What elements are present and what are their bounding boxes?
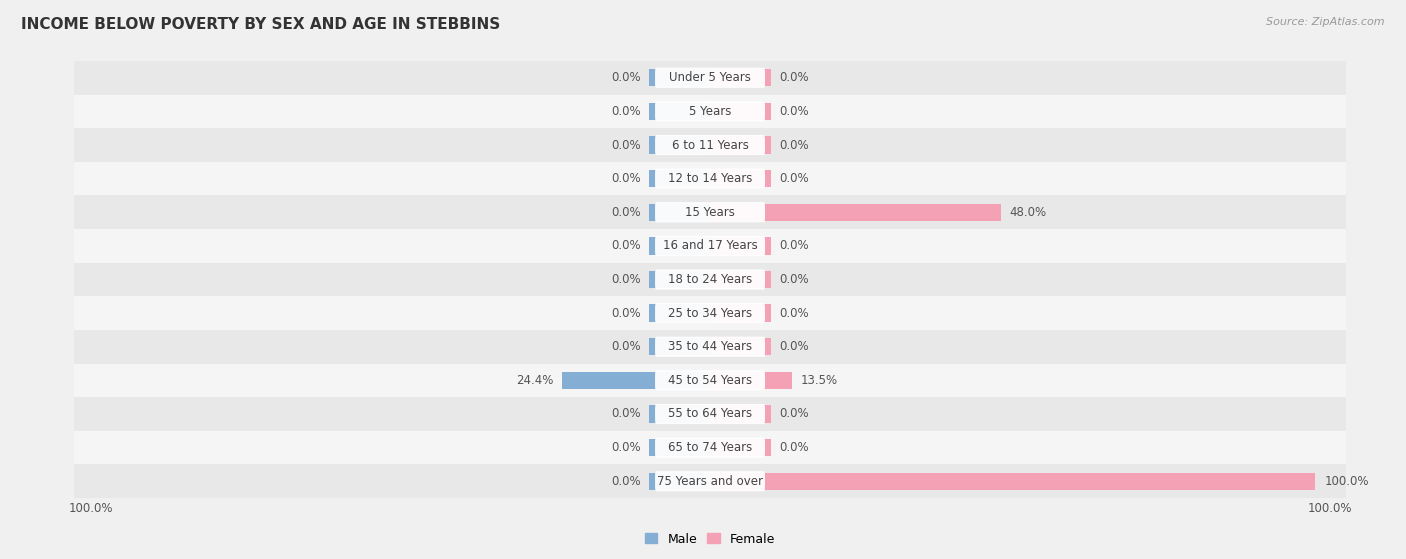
- Bar: [710, 203, 1001, 221]
- FancyBboxPatch shape: [655, 269, 765, 290]
- Bar: [650, 170, 710, 187]
- FancyBboxPatch shape: [75, 94, 1346, 128]
- Text: 15 Years: 15 Years: [685, 206, 735, 219]
- FancyBboxPatch shape: [75, 363, 1346, 397]
- Bar: [650, 338, 710, 356]
- Text: 0.0%: 0.0%: [780, 441, 810, 454]
- Text: 0.0%: 0.0%: [610, 71, 640, 84]
- Text: 55 to 64 Years: 55 to 64 Years: [668, 408, 752, 420]
- FancyBboxPatch shape: [655, 438, 765, 458]
- Text: 0.0%: 0.0%: [780, 105, 810, 118]
- Bar: [650, 237, 710, 254]
- Text: 0.0%: 0.0%: [610, 206, 640, 219]
- Text: 25 to 34 Years: 25 to 34 Years: [668, 307, 752, 320]
- Bar: [650, 271, 710, 288]
- FancyBboxPatch shape: [655, 101, 765, 121]
- Text: 75 Years and over: 75 Years and over: [657, 475, 763, 488]
- Bar: [710, 372, 792, 389]
- Text: 0.0%: 0.0%: [610, 340, 640, 353]
- Text: 18 to 24 Years: 18 to 24 Years: [668, 273, 752, 286]
- FancyBboxPatch shape: [655, 303, 765, 323]
- Text: 35 to 44 Years: 35 to 44 Years: [668, 340, 752, 353]
- FancyBboxPatch shape: [655, 135, 765, 155]
- Bar: [710, 136, 770, 154]
- FancyBboxPatch shape: [75, 128, 1346, 162]
- FancyBboxPatch shape: [75, 229, 1346, 263]
- Bar: [710, 405, 770, 423]
- FancyBboxPatch shape: [655, 337, 765, 357]
- Text: 0.0%: 0.0%: [780, 71, 810, 84]
- Text: 5 Years: 5 Years: [689, 105, 731, 118]
- Text: 0.0%: 0.0%: [610, 139, 640, 151]
- FancyBboxPatch shape: [655, 202, 765, 222]
- Text: 100.0%: 100.0%: [1308, 502, 1351, 515]
- Text: 0.0%: 0.0%: [780, 307, 810, 320]
- FancyBboxPatch shape: [75, 296, 1346, 330]
- Text: 100.0%: 100.0%: [69, 502, 112, 515]
- FancyBboxPatch shape: [655, 370, 765, 390]
- Text: 0.0%: 0.0%: [780, 273, 810, 286]
- FancyBboxPatch shape: [75, 61, 1346, 94]
- Text: 0.0%: 0.0%: [610, 172, 640, 185]
- Text: 65 to 74 Years: 65 to 74 Years: [668, 441, 752, 454]
- Bar: [650, 305, 710, 322]
- Legend: Male, Female: Male, Female: [640, 528, 780, 551]
- Text: 16 and 17 Years: 16 and 17 Years: [662, 239, 758, 252]
- Text: 0.0%: 0.0%: [780, 340, 810, 353]
- Text: 45 to 54 Years: 45 to 54 Years: [668, 374, 752, 387]
- Bar: [710, 237, 770, 254]
- Text: 0.0%: 0.0%: [610, 408, 640, 420]
- Text: 0.0%: 0.0%: [610, 475, 640, 488]
- Text: 0.0%: 0.0%: [780, 139, 810, 151]
- Bar: [710, 439, 770, 456]
- FancyBboxPatch shape: [655, 404, 765, 424]
- Bar: [650, 103, 710, 120]
- Bar: [710, 271, 770, 288]
- Text: 13.5%: 13.5%: [801, 374, 838, 387]
- Text: 12 to 14 Years: 12 to 14 Years: [668, 172, 752, 185]
- Bar: [710, 103, 770, 120]
- Text: Source: ZipAtlas.com: Source: ZipAtlas.com: [1267, 17, 1385, 27]
- FancyBboxPatch shape: [75, 431, 1346, 465]
- Bar: [650, 472, 710, 490]
- Text: 24.4%: 24.4%: [516, 374, 553, 387]
- FancyBboxPatch shape: [75, 465, 1346, 498]
- Text: 100.0%: 100.0%: [1324, 475, 1369, 488]
- Text: 48.0%: 48.0%: [1010, 206, 1047, 219]
- Bar: [710, 338, 770, 356]
- FancyBboxPatch shape: [75, 196, 1346, 229]
- FancyBboxPatch shape: [655, 236, 765, 256]
- Text: Under 5 Years: Under 5 Years: [669, 71, 751, 84]
- Bar: [562, 372, 710, 389]
- FancyBboxPatch shape: [655, 68, 765, 88]
- FancyBboxPatch shape: [655, 169, 765, 189]
- Text: 6 to 11 Years: 6 to 11 Years: [672, 139, 748, 151]
- FancyBboxPatch shape: [75, 397, 1346, 431]
- Text: 0.0%: 0.0%: [780, 408, 810, 420]
- Text: INCOME BELOW POVERTY BY SEX AND AGE IN STEBBINS: INCOME BELOW POVERTY BY SEX AND AGE IN S…: [21, 17, 501, 32]
- Bar: [710, 69, 770, 87]
- Bar: [650, 405, 710, 423]
- Text: 0.0%: 0.0%: [610, 273, 640, 286]
- Bar: [650, 136, 710, 154]
- FancyBboxPatch shape: [75, 330, 1346, 363]
- Text: 0.0%: 0.0%: [780, 172, 810, 185]
- Bar: [710, 472, 1316, 490]
- Bar: [650, 439, 710, 456]
- FancyBboxPatch shape: [75, 263, 1346, 296]
- Bar: [710, 305, 770, 322]
- Text: 0.0%: 0.0%: [610, 239, 640, 252]
- FancyBboxPatch shape: [655, 471, 765, 491]
- Text: 0.0%: 0.0%: [610, 307, 640, 320]
- Bar: [650, 203, 710, 221]
- Bar: [650, 69, 710, 87]
- Text: 0.0%: 0.0%: [610, 105, 640, 118]
- FancyBboxPatch shape: [75, 162, 1346, 196]
- Text: 0.0%: 0.0%: [610, 441, 640, 454]
- Text: 0.0%: 0.0%: [780, 239, 810, 252]
- Bar: [710, 170, 770, 187]
